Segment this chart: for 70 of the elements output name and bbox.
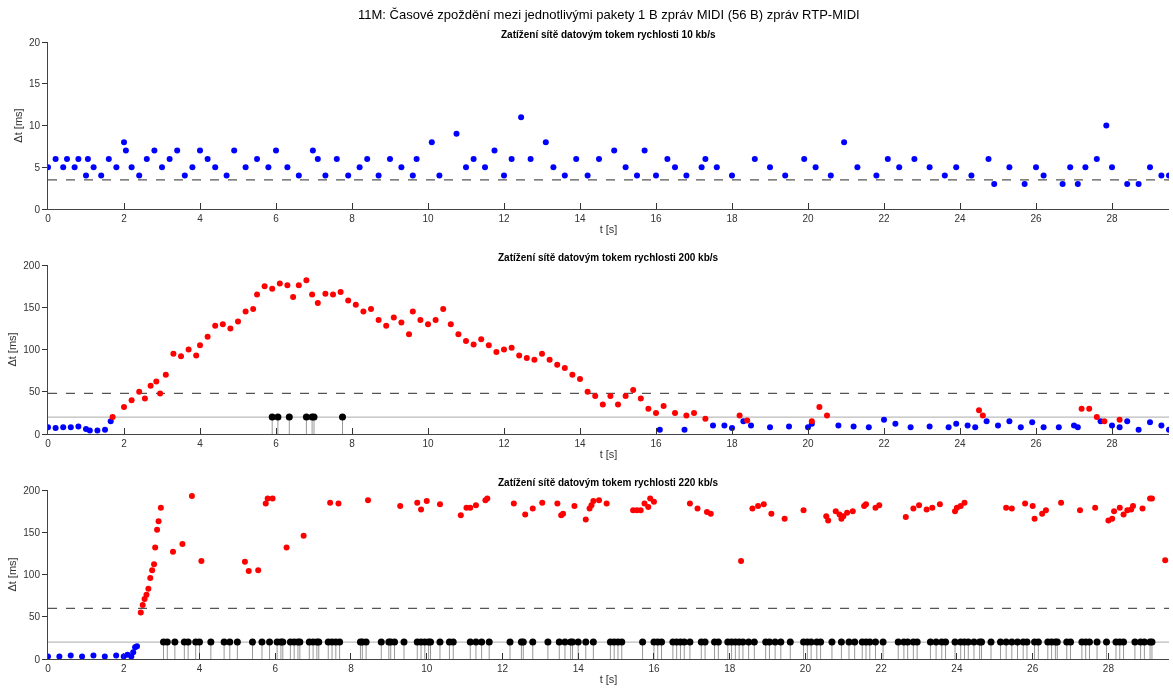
x-tick-label: 24 — [954, 213, 966, 224]
x-tick-label: 10 — [422, 213, 434, 224]
x-tick-label: 4 — [197, 213, 204, 224]
y-tick-label: 200 — [23, 484, 41, 496]
text: 11M: Časové zpoždění mezi jednotlivými pakety 1 B zpráv MIDI (56 B) zpráv RTP-MIDI — [358, 7, 860, 22]
x-tick-label: 18 — [724, 663, 736, 674]
y-axis-title: Δt [ms] — [11, 108, 24, 143]
y-tick-label: 0 — [34, 428, 41, 440]
x-tick-label: 2 — [121, 438, 128, 449]
x-tick-label: 8 — [348, 663, 355, 674]
chart-title: Zatížení sítě datovým tokem rychlosti 220 kb/s — [498, 477, 719, 488]
x-tick-label: 14 — [572, 663, 585, 674]
x-axis-title: t [s] — [599, 223, 618, 236]
x-tick-label: 0 — [45, 663, 52, 674]
x-tick-label: 8 — [349, 438, 356, 449]
x-tick-label: 28 — [1106, 213, 1118, 224]
x-tick-label: 6 — [273, 213, 280, 224]
x-tick-label: 26 — [1030, 438, 1042, 449]
x-axis-title: t [s] — [599, 448, 618, 461]
chart-title: Zatížení sítě datovým tokem rychlosti 10 kb/s — [501, 29, 716, 40]
y-tick-label: 150 — [23, 301, 41, 313]
y-tick-label: 20 — [28, 36, 41, 48]
x-tick-label: 22 — [878, 438, 890, 449]
y-tick-label: 100 — [23, 344, 41, 355]
x-tick-label: 18 — [726, 438, 738, 449]
y-tick-label: 0 — [34, 203, 41, 215]
x-tick-label: 10 — [421, 663, 433, 674]
x-tick-label: 8 — [349, 213, 356, 224]
x-tick-label: 14 — [574, 213, 586, 224]
x-tick-label: 26 — [1030, 213, 1042, 224]
x-tick-label: 2 — [120, 663, 127, 674]
y-axis-title: Δt [ms] — [5, 332, 18, 367]
y-tick-label: 0 — [34, 653, 41, 665]
x-axis-title: t [s] — [599, 673, 618, 686]
x-tick-label: 4 — [196, 663, 203, 674]
x-tick-label: 2 — [121, 213, 128, 224]
y-tick-label: 150 — [23, 526, 41, 538]
y-tick-label: 10 — [28, 120, 41, 131]
chart-title: Zatížení sítě datovým tokem rychlosti 200 kb/s — [498, 252, 719, 263]
x-tick-label: 6 — [273, 438, 280, 449]
x-tick-label: 12 — [498, 438, 510, 449]
y-tick-label: 50 — [28, 611, 41, 623]
y-tick-label: 50 — [28, 386, 41, 398]
x-tick-label: 20 — [802, 438, 814, 449]
x-tick-label: 0 — [45, 213, 52, 224]
x-tick-label: 12 — [498, 213, 510, 224]
x-tick-label: 6 — [272, 663, 279, 674]
x-tick-label: 20 — [802, 213, 814, 224]
x-tick-label: 14 — [574, 438, 586, 449]
x-tick-label: 24 — [954, 438, 966, 449]
x-tick-label: 16 — [650, 438, 662, 449]
y-tick-label: 15 — [28, 78, 41, 90]
x-tick-label: 20 — [799, 663, 812, 674]
x-tick-label: 26 — [1027, 663, 1039, 674]
y-tick-label: 100 — [23, 569, 41, 580]
x-tick-label: 12 — [496, 663, 509, 674]
y-tick-label: 5 — [34, 161, 41, 173]
x-tick-label: 10 — [422, 438, 434, 449]
y-tick-label: 200 — [23, 259, 41, 271]
x-tick-label: 16 — [648, 663, 660, 674]
x-tick-label: 4 — [197, 438, 204, 449]
x-tick-label: 24 — [951, 663, 963, 674]
x-tick-label: 16 — [650, 213, 662, 224]
y-axis-title: Δt [ms] — [5, 557, 18, 592]
x-tick-label: 18 — [726, 213, 738, 224]
x-tick-label: 0 — [45, 438, 52, 449]
x-tick-label: 28 — [1106, 438, 1118, 449]
x-tick-label: 28 — [1102, 663, 1115, 674]
x-tick-label: 22 — [878, 213, 890, 224]
x-tick-label: 22 — [875, 663, 888, 674]
